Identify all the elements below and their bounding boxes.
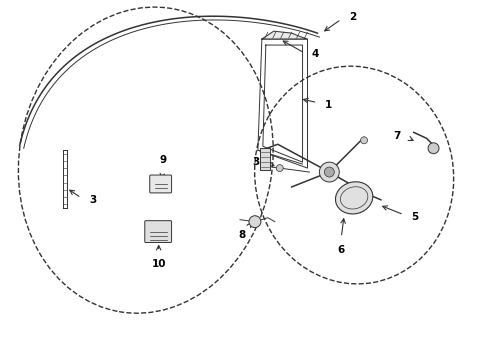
Circle shape: [324, 167, 334, 177]
Text: 7: 7: [393, 131, 401, 141]
Circle shape: [249, 216, 261, 228]
Polygon shape: [262, 31, 308, 39]
Text: 2: 2: [349, 12, 356, 22]
Text: 1: 1: [324, 100, 332, 109]
FancyBboxPatch shape: [150, 175, 172, 193]
Text: 9: 9: [159, 155, 166, 165]
Ellipse shape: [336, 182, 373, 214]
Circle shape: [361, 137, 368, 144]
Text: 5: 5: [411, 212, 418, 222]
Circle shape: [276, 165, 283, 172]
Text: 3: 3: [253, 157, 260, 167]
Circle shape: [428, 143, 439, 154]
Circle shape: [319, 162, 339, 182]
Text: 6: 6: [338, 246, 345, 256]
Bar: [260, 148, 270, 170]
Text: 4: 4: [312, 49, 319, 59]
Text: 10: 10: [151, 260, 166, 269]
Text: 8: 8: [239, 230, 245, 240]
Text: 3: 3: [89, 195, 97, 205]
FancyBboxPatch shape: [145, 221, 171, 243]
